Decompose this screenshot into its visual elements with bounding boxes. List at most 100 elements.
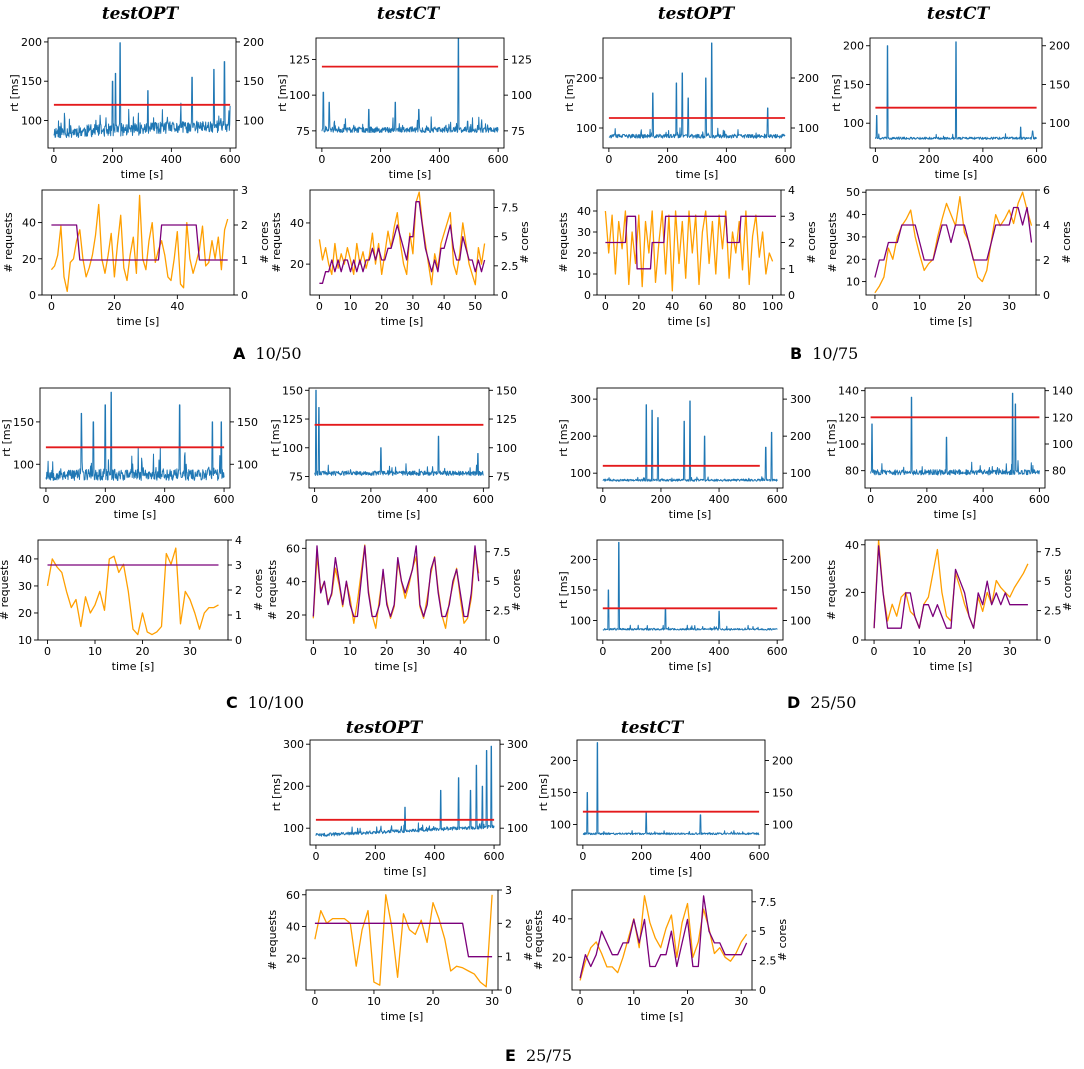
E-ct-req-ytick-label-20: 20 bbox=[552, 951, 566, 964]
A-opt-req-ylabel: # requests bbox=[2, 212, 15, 273]
C-opt-req-plot-area bbox=[46, 547, 219, 636]
A-ct-req-frame bbox=[309, 189, 495, 296]
B-opt-rt-series-rt bbox=[608, 42, 786, 139]
panel-letter-e: E bbox=[505, 1046, 516, 1065]
A-ct-rt-series-rt bbox=[321, 38, 499, 134]
C-ct-req-xtick-label-0: 0 bbox=[310, 645, 317, 658]
E-opt-req-y2tick-label-0: 0 bbox=[505, 984, 512, 997]
B-ct-req-series-cores bbox=[874, 206, 1033, 278]
D-ct-req-frame bbox=[864, 539, 1038, 641]
B-ct-rt-y2tick-label-150: 150 bbox=[1049, 78, 1070, 91]
B-opt-req-xtick-label-40: 40 bbox=[665, 300, 679, 313]
panel-ratio-e: 25/75 bbox=[525, 1046, 573, 1065]
D-ct2-rt-ylabel: rt [ms] bbox=[557, 571, 570, 608]
B-opt-rt-xtick-label-0: 0 bbox=[605, 153, 612, 166]
A-ct-req-y2tick-label-5: 5 bbox=[501, 231, 508, 244]
panel-letter-b: B bbox=[790, 344, 803, 363]
B-opt-req-y2tick-label-4: 4 bbox=[788, 184, 795, 197]
D-opt-rt-y2tick-label-100: 100 bbox=[790, 467, 811, 480]
E-opt-req-y2label: # cores bbox=[522, 919, 535, 962]
E-ct-req-y2tick-label-5: 5 bbox=[759, 925, 766, 938]
chart-c-opt-rt: 0 200 400 600 100 150 100 150 time [s] rt [ms] bbox=[0, 387, 258, 521]
E-ct-rt-y2tick-label-150: 150 bbox=[772, 787, 793, 800]
B-opt-req-xtick-label-0: 0 bbox=[602, 300, 609, 313]
B-ct-req-series-requests bbox=[874, 191, 1033, 294]
B-opt-req-y2label: # cores bbox=[805, 221, 818, 264]
D-opt-rt-ytick-label-300: 300 bbox=[570, 393, 591, 406]
D-ct-req-y2tick-label-0: 0 bbox=[1044, 634, 1051, 647]
B-opt-rt-xtick-label-600: 600 bbox=[775, 153, 796, 166]
A-opt-rt-xtick-label-200: 200 bbox=[102, 153, 123, 166]
D-ct-req-y2label: # cores bbox=[1061, 569, 1074, 612]
D-ct-rt-frame bbox=[864, 387, 1046, 489]
E-ct-req-y2label: # cores bbox=[776, 919, 789, 962]
E-opt-req-ytick-label-60: 60 bbox=[286, 889, 300, 902]
D-ct-rt-xtick-label-400: 400 bbox=[973, 493, 994, 506]
B-ct-req-frame bbox=[865, 189, 1037, 296]
A-opt-req-y2tick-label-0: 0 bbox=[241, 289, 248, 302]
E-ct-req-plot-area bbox=[579, 895, 748, 981]
B-ct-req-y2tick-label-6: 6 bbox=[1043, 184, 1050, 197]
B-ct-rt-xtick-label-0: 0 bbox=[872, 153, 879, 166]
A-ct-req-y2tick-label-2.5: 2.5 bbox=[501, 260, 519, 273]
B-ct-req-y2label: # cores bbox=[1060, 221, 1073, 264]
chart-a-opt-req: 0 20 40 0 20 40 0 1 2 3 time [s] # requests # cores bbox=[2, 184, 271, 328]
A-opt-req-xtick-label-0: 0 bbox=[48, 300, 55, 313]
E-ct-req-series-requests bbox=[579, 895, 748, 981]
C-ct-req-ylabel: # requests bbox=[266, 560, 279, 621]
B-ct-rt-ylabel: rt [ms] bbox=[830, 74, 843, 111]
D-ct2-rt-xtick-label-400: 400 bbox=[709, 645, 730, 658]
panel-label-a: A 10/50 bbox=[233, 344, 302, 363]
E-opt-req-plot-area bbox=[314, 894, 493, 988]
C-opt-rt-y2tick-label-100: 100 bbox=[237, 458, 258, 471]
E-ct-req-ylabel: # requests bbox=[532, 910, 545, 971]
B-ct-rt-ytick-label-100: 100 bbox=[843, 117, 864, 130]
D-opt-rt-ylabel: rt [ms] bbox=[557, 419, 570, 456]
C-opt-req-ytick-label-10: 10 bbox=[18, 634, 32, 647]
C-opt-rt-ytick-label-100: 100 bbox=[13, 458, 34, 471]
panel-label-e: E 25/75 bbox=[505, 1046, 572, 1065]
D-ct-req-plot-area bbox=[873, 540, 1029, 629]
B-opt-req-ytick-label-0: 0 bbox=[584, 289, 591, 302]
C-opt-rt-plot-area bbox=[45, 391, 225, 481]
E-opt-rt-xtick-label-600: 600 bbox=[484, 850, 505, 863]
E-opt-req-y2tick-label-1: 1 bbox=[505, 951, 512, 964]
E-opt-req-y2tick-label-2: 2 bbox=[505, 917, 512, 930]
A-opt-rt-ylabel: rt [ms] bbox=[8, 74, 21, 111]
C-opt-rt-xtick-label-0: 0 bbox=[42, 493, 49, 506]
B-ct-req-y2tick-label-0: 0 bbox=[1043, 289, 1050, 302]
A-ct-rt-xtick-label-600: 600 bbox=[488, 153, 509, 166]
A-opt-rt-y2tick-label-150: 150 bbox=[243, 75, 264, 88]
E-ct-rt-y2tick-label-100: 100 bbox=[772, 819, 793, 832]
col-title-testopt-e: testOPT bbox=[345, 718, 423, 738]
A-opt-req-y2label: # cores bbox=[258, 221, 271, 264]
panel-ratio-b: 10/75 bbox=[812, 344, 859, 363]
C-opt-req-y2tick-label-4: 4 bbox=[235, 534, 242, 547]
C-opt-rt-ytick-label-150: 150 bbox=[13, 416, 34, 429]
A-ct-rt-ylabel: rt [ms] bbox=[276, 74, 289, 111]
C-ct-rt-plot-area bbox=[314, 389, 484, 477]
A-ct-req-ytick-label-40: 40 bbox=[290, 217, 304, 230]
D-ct-rt-y2tick-label-140: 140 bbox=[1052, 385, 1073, 398]
B-ct-req-ytick-label-30: 30 bbox=[846, 231, 860, 244]
D-opt-rt-xlabel: time [s] bbox=[669, 508, 712, 521]
A-ct-rt-xtick-label-200: 200 bbox=[370, 153, 391, 166]
E-ct-req-frame bbox=[571, 889, 753, 991]
C-ct-rt-ylabel: rt [ms] bbox=[269, 419, 282, 456]
A-opt-req-y2tick-label-1: 1 bbox=[241, 254, 248, 267]
B-opt-req-xtick-label-80: 80 bbox=[732, 300, 746, 313]
C-ct-rt-xtick-label-200: 200 bbox=[360, 493, 381, 506]
C-opt-req-xtick-label-30: 30 bbox=[183, 645, 197, 658]
D-ct-req-xtick-label-20: 20 bbox=[958, 645, 972, 658]
E-ct-req-series-cores bbox=[579, 895, 748, 979]
D-ct-req-ytick-label-20: 20 bbox=[845, 586, 859, 599]
D-ct-req-xtick-label-30: 30 bbox=[1003, 645, 1017, 658]
E-opt-rt-plot-area bbox=[315, 745, 495, 837]
C-opt-req-ylabel: # requests bbox=[0, 560, 11, 621]
A-opt-req-ytick-label-0: 0 bbox=[29, 289, 36, 302]
B-opt-rt-ylabel: rt [ms] bbox=[563, 74, 576, 111]
E-opt-req-ylabel: # requests bbox=[266, 910, 279, 971]
D-ct-rt-ytick-label-80: 80 bbox=[845, 465, 859, 478]
B-ct-req-xtick-label-30: 30 bbox=[1002, 300, 1016, 313]
